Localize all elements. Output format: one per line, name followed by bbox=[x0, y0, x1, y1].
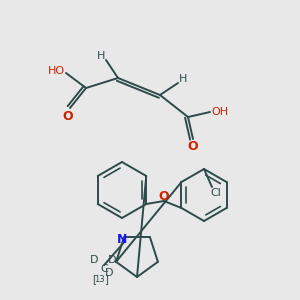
Text: O: O bbox=[63, 110, 73, 122]
Text: N: N bbox=[117, 233, 127, 246]
Text: D: D bbox=[90, 255, 98, 265]
Text: O: O bbox=[188, 140, 198, 154]
Text: [: [ bbox=[92, 274, 96, 284]
Text: O: O bbox=[159, 190, 169, 202]
Text: C: C bbox=[100, 264, 108, 274]
Text: H: H bbox=[97, 51, 105, 61]
Text: HO: HO bbox=[47, 66, 64, 76]
Text: ]: ] bbox=[104, 274, 108, 284]
Text: 13: 13 bbox=[94, 275, 104, 284]
Text: OH: OH bbox=[212, 107, 229, 117]
Text: Cl: Cl bbox=[211, 188, 221, 198]
Text: D: D bbox=[108, 255, 116, 265]
Text: H: H bbox=[179, 74, 187, 84]
Text: D: D bbox=[105, 268, 113, 278]
